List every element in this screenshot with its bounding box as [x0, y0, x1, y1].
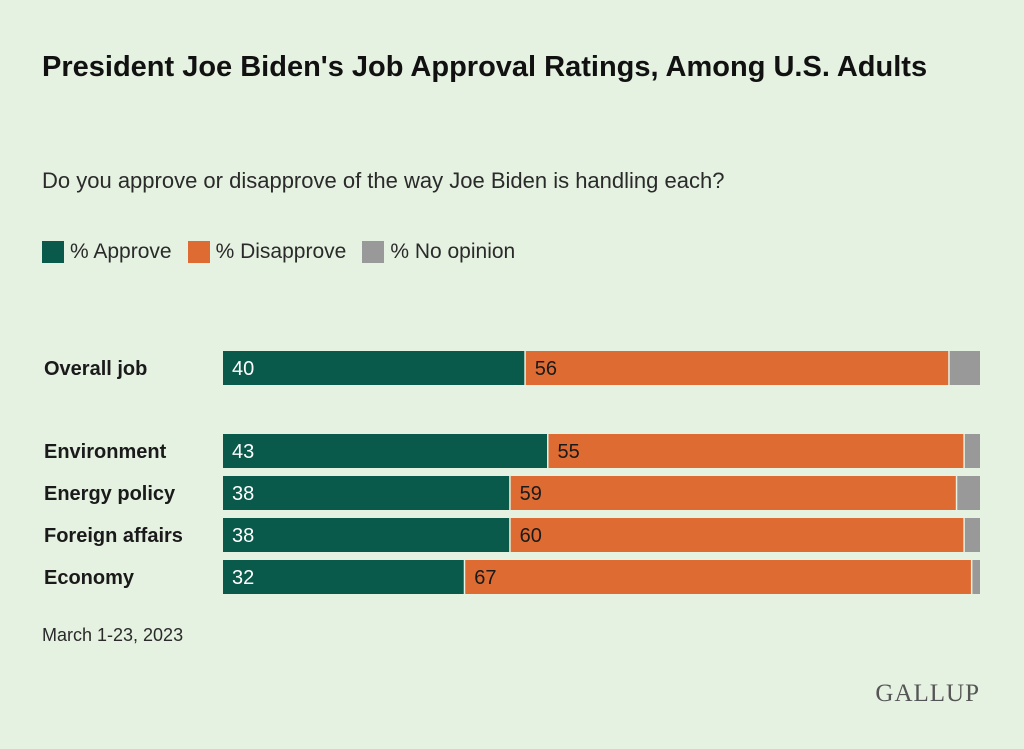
- data-label-environment-approve: 43: [232, 441, 254, 463]
- chart-subtitle: Do you approve or disapprove of the way …: [42, 168, 725, 193]
- data-label-energy-policy-disapprove: 59: [520, 483, 542, 505]
- bar-environment-no-opinion: [964, 434, 980, 468]
- bar-foreign-affairs-approve: [223, 518, 510, 552]
- bar-environment-disapprove: [548, 434, 964, 468]
- bar-energy-policy-no-opinion: [957, 476, 980, 510]
- legend-swatch-disapprove: [187, 241, 210, 263]
- legend-swatch-approve: [42, 241, 64, 263]
- data-label-foreign-affairs-approve: 38: [232, 525, 254, 547]
- bar-energy-policy-approve: [223, 476, 510, 510]
- legend-swatch-no-opinion: [362, 241, 385, 263]
- bar-energy-policy-disapprove: [510, 476, 956, 510]
- data-label-energy-policy-approve: 38: [232, 483, 254, 505]
- data-label-economy-disapprove: 67: [474, 567, 496, 589]
- bar-environment-approve: [223, 434, 548, 468]
- data-label-overall-job-disapprove: 56: [535, 358, 557, 380]
- bar-economy-disapprove: [465, 560, 971, 594]
- data-label-economy-approve: 32: [232, 567, 254, 589]
- data-label-foreign-affairs-disapprove: 60: [520, 525, 542, 547]
- legend-item-no-opinion: % No opinion: [362, 240, 515, 264]
- legend-item-disapprove: % Disapprove: [187, 240, 347, 264]
- survey-date: March 1-23, 2023: [42, 625, 184, 645]
- bar-foreign-affairs-disapprove: [510, 518, 964, 552]
- data-label-overall-job-approve: 40: [232, 358, 254, 380]
- bar-economy-approve: [223, 560, 464, 594]
- bar-overall-job-approve: [223, 351, 525, 385]
- bar-foreign-affairs-no-opinion: [964, 518, 980, 552]
- legend-label-approve: % Approve: [70, 240, 172, 263]
- category-label-foreign-affairs: Foreign affairs: [44, 525, 183, 547]
- legend-item-approve: % Approve: [42, 240, 172, 264]
- category-label-overall-job: Overall job: [44, 358, 147, 380]
- category-label-environment: Environment: [44, 441, 167, 463]
- legend-label-disapprove: % Disapprove: [215, 240, 347, 263]
- bar-overall-job-no-opinion: [949, 351, 980, 385]
- gallup-logo: GALLUP: [875, 680, 980, 707]
- category-label-energy-policy: Energy policy: [44, 483, 176, 505]
- legend: % Approve % Disapprove % No opinion: [42, 240, 531, 264]
- bar-economy-no-opinion: [972, 560, 980, 594]
- chart-title: President Joe Biden's Job Approval Ratin…: [42, 51, 928, 83]
- category-label-economy: Economy: [44, 567, 135, 589]
- bar-overall-job-disapprove: [525, 351, 949, 385]
- legend-label-no-opinion: % No opinion: [390, 240, 516, 263]
- data-label-environment-disapprove: 55: [558, 441, 580, 463]
